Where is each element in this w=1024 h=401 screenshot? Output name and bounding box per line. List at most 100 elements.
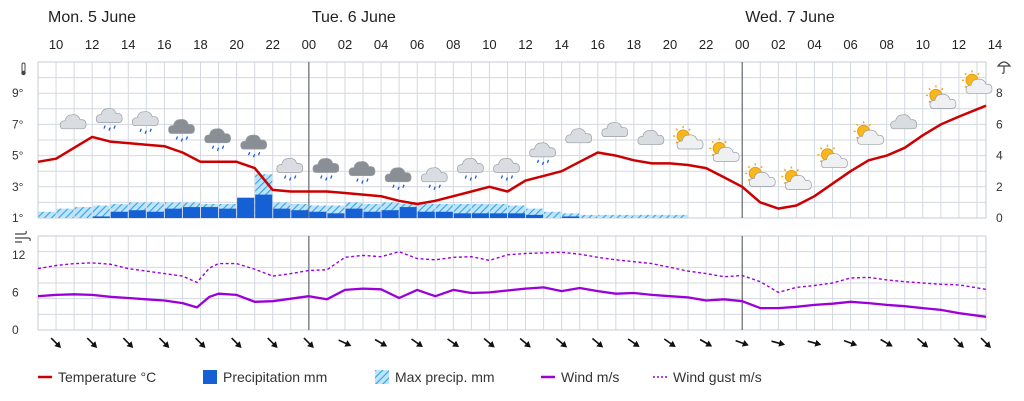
temperature-axis-label: 7°	[12, 117, 24, 131]
weather-dark-rain-icon	[384, 167, 412, 191]
weather-sun-cloud-icon	[925, 85, 957, 109]
weather-sun-cloud-icon	[745, 163, 776, 187]
wind-direction-arrow-icon	[555, 337, 568, 348]
hour-tick-label: 10	[916, 37, 930, 52]
wind-direction-arrow-icon	[771, 339, 786, 347]
hour-tick-label: 02	[771, 37, 785, 52]
hour-tick-label: 06	[410, 37, 424, 52]
precip-bar	[417, 211, 435, 218]
weather-rain-icon	[95, 108, 123, 131]
legend-label: Wind m/s	[561, 369, 619, 385]
hour-tick-label: 20	[663, 37, 677, 52]
temperature-axis-label: 1°	[12, 211, 24, 225]
temperature-axis-label: 5°	[12, 149, 24, 163]
legend-swatch	[375, 370, 389, 384]
wind-direction-arrow-icon	[735, 339, 749, 347]
precip-bar	[92, 216, 110, 218]
weather-sun-cloud-icon	[962, 70, 993, 94]
precip-bar	[399, 207, 417, 218]
max-precip-bar	[616, 214, 634, 218]
wind-direction-arrow-icon	[374, 338, 388, 347]
max-precip-bar	[580, 214, 598, 218]
hour-tick-label: 16	[157, 37, 171, 52]
wind-gust-line	[37, 251, 987, 294]
precip-bar	[128, 210, 146, 218]
precip-bar	[237, 197, 255, 218]
weather-cloud-icon	[601, 122, 629, 137]
umbrella-icon	[996, 61, 1012, 74]
hour-tick-label: 04	[807, 37, 821, 52]
precip-bar	[146, 211, 164, 218]
wind-direction-arrow-icon	[86, 337, 98, 348]
wind-direction-arrow-icon	[267, 337, 278, 348]
weather-dark-rain-icon	[312, 158, 340, 181]
precipitation-axis-label: 2	[996, 180, 1003, 194]
hour-tick-label: 10	[482, 37, 496, 52]
wind-direction-arrow-icon	[699, 338, 713, 347]
thermometer-icon	[21, 62, 26, 76]
temperature-axis-label: 9°	[12, 86, 24, 100]
legend-label: Temperature °C	[58, 369, 156, 385]
legend-item: Max precip. mm	[375, 369, 495, 385]
precip-bar	[526, 214, 544, 218]
legend-label: Wind gust m/s	[673, 369, 762, 385]
precip-bar	[381, 210, 399, 218]
weather-rain-icon	[420, 167, 448, 191]
day-label: Wed. 7 June	[745, 9, 835, 26]
temperature-line	[37, 104, 987, 210]
precip-bar	[327, 213, 345, 218]
wind-direction-arrow-icon	[303, 337, 314, 348]
hour-tick-label: 08	[879, 37, 893, 52]
precip-bar	[182, 207, 201, 218]
weather-rain-icon	[276, 158, 304, 181]
precip-bar	[219, 208, 237, 218]
wind-direction-arrow-icon	[231, 337, 242, 348]
max-precip-bar	[670, 214, 688, 218]
temperature-axis-label: 3°	[12, 180, 24, 194]
hour-tick-label: 02	[338, 37, 352, 52]
weather-rain-icon	[493, 158, 520, 181]
wind-direction-arrow-icon	[50, 337, 62, 348]
precip-bar	[363, 211, 381, 218]
max-precip-bar	[526, 208, 544, 218]
legend-label: Max precip. mm	[395, 369, 495, 385]
max-precip-bar	[652, 214, 670, 218]
hour-tick-label: 12	[518, 37, 532, 52]
hour-tick-label: 00	[735, 37, 749, 52]
wind-direction-arrow-icon	[158, 337, 170, 348]
hour-tick-label: 14	[121, 37, 135, 52]
wind-direction-arrow-icon	[338, 339, 352, 347]
weather-cloud-icon	[59, 114, 87, 130]
precip-bar	[291, 210, 309, 218]
wind-direction-arrow-icon	[807, 339, 822, 347]
precip-bar	[164, 208, 182, 218]
precipitation-axis-label: 0	[996, 211, 1003, 225]
day-label: Tue. 6 June	[312, 9, 396, 26]
precip-bar	[110, 211, 128, 218]
hour-tick-label: 06	[843, 37, 857, 52]
weather-dark-rain-icon	[204, 128, 231, 152]
wind-direction-arrow-icon	[447, 338, 460, 348]
max-precip-bar	[56, 208, 74, 218]
max-precip-bar	[544, 211, 562, 218]
precip-bar	[471, 213, 489, 218]
wind-speed-line	[37, 286, 987, 318]
precip-bar	[507, 213, 526, 218]
weather-dark-rain-icon	[168, 119, 195, 142]
weather-cloud-icon	[565, 128, 593, 144]
wind-direction-arrow-icon	[122, 337, 134, 348]
legend-item: Wind m/s	[541, 369, 619, 385]
precip-bar	[309, 211, 327, 218]
precip-bar	[255, 194, 273, 218]
legend-item: Wind gust m/s	[653, 369, 762, 385]
precipitation-axis-label: 4	[996, 149, 1003, 163]
wind-axis-label: 6	[12, 285, 19, 299]
weather-dark-rain-icon	[348, 161, 376, 184]
legend-item: Precipitation mm	[203, 369, 327, 385]
weather-cloud-icon	[637, 129, 665, 145]
legend-item: Temperature °C	[38, 369, 156, 385]
wind-axis-label: 0	[12, 323, 19, 337]
weather-sun-cloud-icon	[673, 126, 704, 150]
weather-rain-icon	[529, 142, 556, 166]
wind-axis-label: 12	[12, 248, 26, 262]
